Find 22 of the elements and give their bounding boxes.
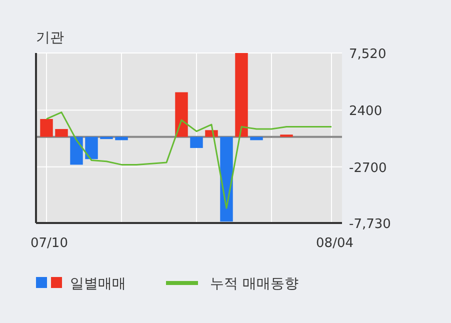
y-tick-label: 7,520 [349,47,386,62]
y-tick-label: 2400 [349,104,382,120]
legend-line: 누적 매매동향 [166,276,298,292]
bar [85,136,98,160]
bar [55,129,68,137]
bar [220,136,233,222]
y-tick-label: -2700 [349,160,387,176]
bar [250,136,263,140]
bar [235,53,248,137]
bar [40,118,53,137]
legend-label: 일별매매 [70,276,126,292]
bar [190,136,203,148]
bar [175,92,188,137]
chart-title: 기관 [36,30,64,46]
x-tick-label: 07/10 [30,236,68,251]
x-tick-label: 08/04 [316,236,354,251]
legend-bar: 일별매매 [36,276,126,292]
bar [100,136,113,140]
y-tick-label: -7,730 [349,217,391,232]
bar [115,136,128,140]
bar [70,136,83,165]
legend-label: 누적 매매동향 [210,276,298,292]
